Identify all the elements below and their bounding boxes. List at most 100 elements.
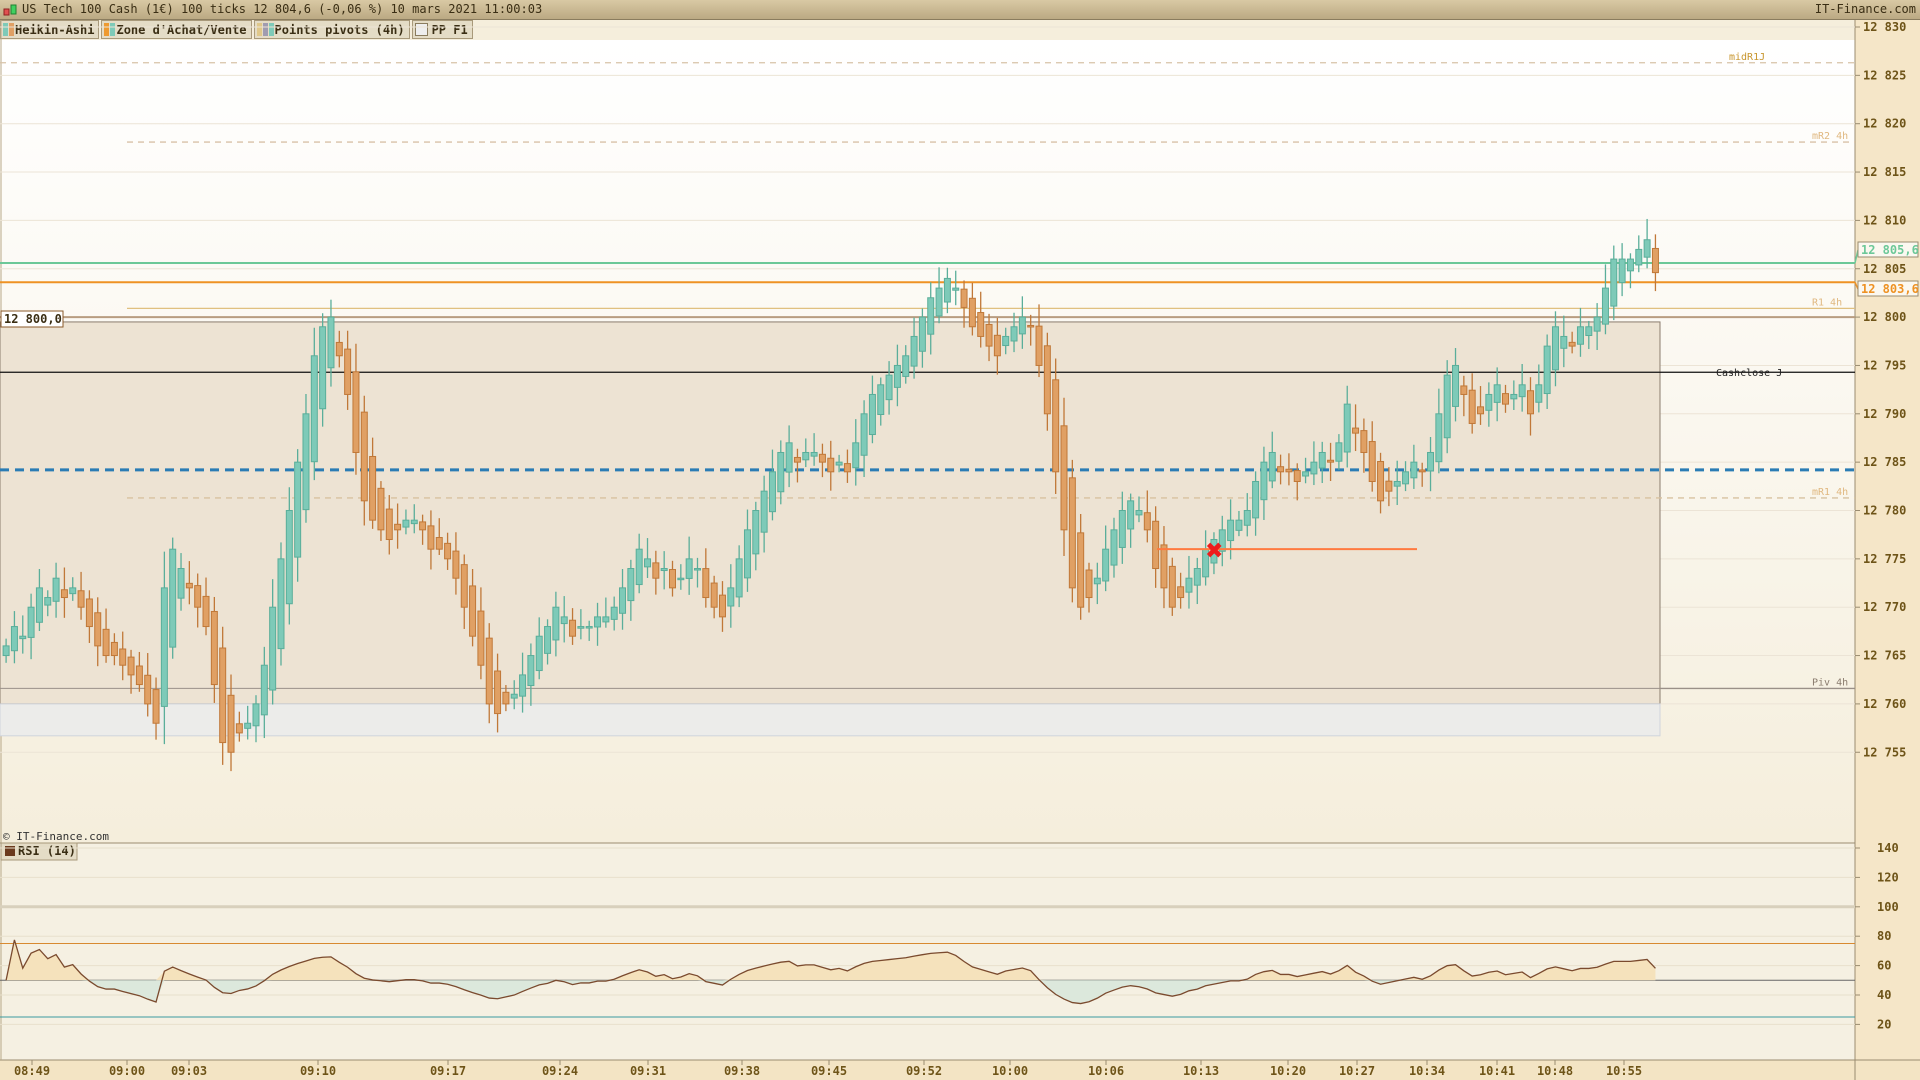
- candle: [1352, 427, 1360, 434]
- x-tick-label: 10:27: [1339, 1064, 1375, 1078]
- candle: [252, 703, 260, 727]
- candle: [818, 453, 826, 463]
- x-tick-label: 09:10: [300, 1064, 336, 1078]
- x-tick-label: 09:52: [906, 1064, 942, 1078]
- candle: [1235, 519, 1243, 531]
- candle: [977, 312, 985, 337]
- indicator-legend: Heikin-Ashi Zone d'Achat/Vente Points pivo…: [0, 20, 475, 39]
- candle: [1252, 480, 1260, 519]
- candle: [1518, 384, 1526, 398]
- legend-label: Zone d'Achat/Vente: [116, 22, 247, 37]
- candle: [344, 348, 352, 395]
- y-tick-label: 12 820: [1863, 117, 1906, 131]
- candle: [1493, 384, 1501, 403]
- candle: [1127, 500, 1135, 530]
- candle: [285, 510, 293, 605]
- candle: [702, 568, 710, 599]
- candle: [1526, 390, 1534, 415]
- legend-swatch: [262, 23, 268, 36]
- candle: [369, 455, 377, 521]
- candle: [1268, 451, 1276, 482]
- legend-item[interactable]: PP F1: [411, 20, 473, 39]
- y-tick-label: 12 790: [1863, 407, 1906, 421]
- legend-item[interactable]: Zone d'Achat/Vente: [101, 20, 252, 39]
- candle: [394, 523, 402, 531]
- candle: [202, 595, 210, 628]
- candle: [485, 637, 493, 705]
- candle: [1643, 239, 1651, 258]
- x-tick-label: 10:55: [1606, 1064, 1642, 1078]
- candle: [19, 635, 27, 640]
- candle: [335, 341, 343, 357]
- rsi-area-above: [6, 939, 1656, 981]
- candle: [1485, 393, 1493, 411]
- y-tick-label: 12 815: [1863, 165, 1906, 179]
- candle: [452, 550, 460, 579]
- candle: [1510, 393, 1518, 400]
- candle: [377, 487, 385, 531]
- candle: [310, 355, 318, 463]
- candle: [1410, 461, 1418, 479]
- x-tick-label: 10:06: [1088, 1064, 1124, 1078]
- candle: [644, 558, 652, 568]
- candle: [1060, 425, 1068, 531]
- x-tick-label: 10:13: [1183, 1064, 1219, 1078]
- candle: [1402, 471, 1410, 485]
- candle: [727, 587, 735, 607]
- level-label: mR1 4h: [1812, 487, 1848, 498]
- candle: [152, 689, 160, 724]
- candle: [1327, 459, 1335, 463]
- candle: [352, 371, 360, 453]
- candle: [1568, 341, 1576, 347]
- candle: [185, 582, 193, 589]
- candle: [1135, 510, 1143, 516]
- candle: [1576, 326, 1584, 345]
- candle: [1360, 430, 1368, 453]
- candle: [1110, 529, 1118, 566]
- candle: [1651, 247, 1659, 274]
- candle: [735, 558, 743, 598]
- level-label: Piv 4h: [1812, 677, 1848, 688]
- candle: [893, 364, 901, 388]
- candle: [1243, 510, 1251, 526]
- candle: [1418, 469, 1426, 473]
- candle: [1543, 345, 1551, 395]
- legend-swatch: [110, 23, 116, 36]
- candle: [360, 411, 368, 502]
- candle: [1535, 384, 1543, 403]
- candle: [110, 641, 118, 657]
- level-label: Cashclose J: [1716, 368, 1782, 379]
- candle: [1160, 544, 1168, 589]
- y-tick-label: 12 795: [1863, 358, 1906, 372]
- candle: [569, 619, 577, 637]
- y-tick-label: 12 760: [1863, 697, 1906, 711]
- candle: [594, 616, 602, 628]
- candle: [835, 461, 843, 466]
- checkbox-icon[interactable]: [414, 23, 428, 36]
- candle: [402, 519, 410, 528]
- legend-item[interactable]: Points pivots (4h): [253, 20, 410, 39]
- rsi-tick-label: 20: [1877, 1017, 1891, 1031]
- legend-item[interactable]: Heikin-Ashi: [0, 20, 100, 39]
- candle: [477, 610, 485, 666]
- candle: [94, 612, 102, 647]
- candle: [918, 316, 926, 352]
- y-tick-label: 12 775: [1863, 552, 1906, 566]
- candle: [902, 355, 910, 377]
- candle: [669, 569, 676, 589]
- candle: [660, 568, 668, 572]
- candle: [1368, 441, 1376, 482]
- candle: [677, 577, 685, 581]
- candle: [1143, 512, 1151, 531]
- x-tick-label: 10:41: [1479, 1064, 1515, 1078]
- candle: [277, 558, 285, 650]
- candle: [560, 616, 568, 625]
- candle: [1551, 326, 1559, 371]
- candle: [1452, 364, 1460, 407]
- candle: [102, 628, 110, 657]
- candle: [419, 521, 427, 531]
- candle: [935, 287, 943, 317]
- candle: [652, 562, 660, 579]
- candle: [1218, 529, 1226, 552]
